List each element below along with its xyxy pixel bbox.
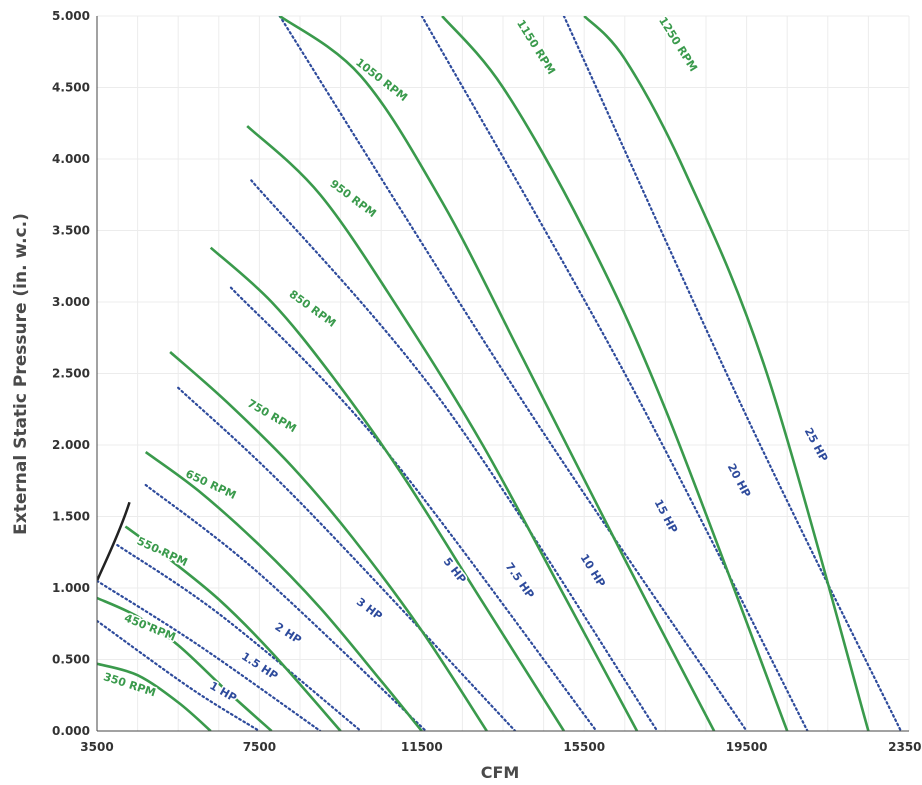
axes (96, 16, 909, 732)
x-tick-label: 7500 (243, 740, 276, 754)
rpm-curve-850-rpm (209, 246, 566, 731)
x-tick-label: 19500 (726, 740, 768, 754)
rpm-curves (97, 16, 870, 731)
horsepower-curves (97, 16, 902, 731)
y-tick-label: 4.000 (52, 152, 90, 166)
hp-curve-3-hp (144, 483, 427, 731)
rpm-curve-750-rpm (169, 351, 488, 731)
hp-curve-5-hp (177, 386, 517, 731)
y-tick-label: 5.000 (52, 9, 90, 23)
hp-curve-10-hp (250, 179, 659, 731)
rpm-curve-1050-rpm (278, 16, 716, 731)
hp-curve-15-hp (278, 16, 748, 731)
y-tick-label: 0.000 (52, 724, 90, 738)
stall-region (97, 501, 131, 582)
x-tick-label: 15500 (563, 740, 605, 754)
rpm-curve-1150-rpm (441, 16, 789, 731)
rpm-curve-350-rpm (97, 662, 212, 731)
y-tick-label: 0.500 (52, 653, 90, 667)
hp-curve-1-5-hp (97, 579, 322, 731)
y-tick-label: 4.500 (52, 81, 90, 95)
y-tick-label: 3.000 (52, 295, 90, 309)
hp-curve-2-hp (116, 544, 362, 731)
rpm-curve-1250-rpm (583, 16, 870, 731)
stall-boundary-line (97, 501, 131, 582)
grid-lines (96, 15, 910, 732)
hp-curve-1-hp (97, 619, 261, 731)
rpm-curve-450-rpm (97, 596, 273, 731)
y-tick-label: 3.500 (52, 224, 90, 238)
y-axis-title: External Static Pressure (in. w.c.) (11, 213, 31, 535)
hp-curve-25-hp (562, 16, 902, 731)
y-tick-label: 2.000 (52, 438, 90, 452)
x-tick-label: 11500 (401, 740, 443, 754)
rpm-curve-550-rpm (124, 525, 342, 731)
y-tick-label: 1.500 (52, 510, 90, 524)
y-tick-label: 1.000 (52, 581, 90, 595)
hp-curve-20-hp (420, 16, 809, 731)
y-tick-label: 2.500 (52, 367, 90, 381)
x-axis-title: CFM (481, 763, 520, 782)
hp-curve-7-5-hp (229, 286, 598, 731)
rpm-curve-650-rpm (144, 451, 423, 731)
rpm-curve-950-rpm (246, 125, 639, 731)
x-tick-label: 3500 (80, 740, 113, 754)
